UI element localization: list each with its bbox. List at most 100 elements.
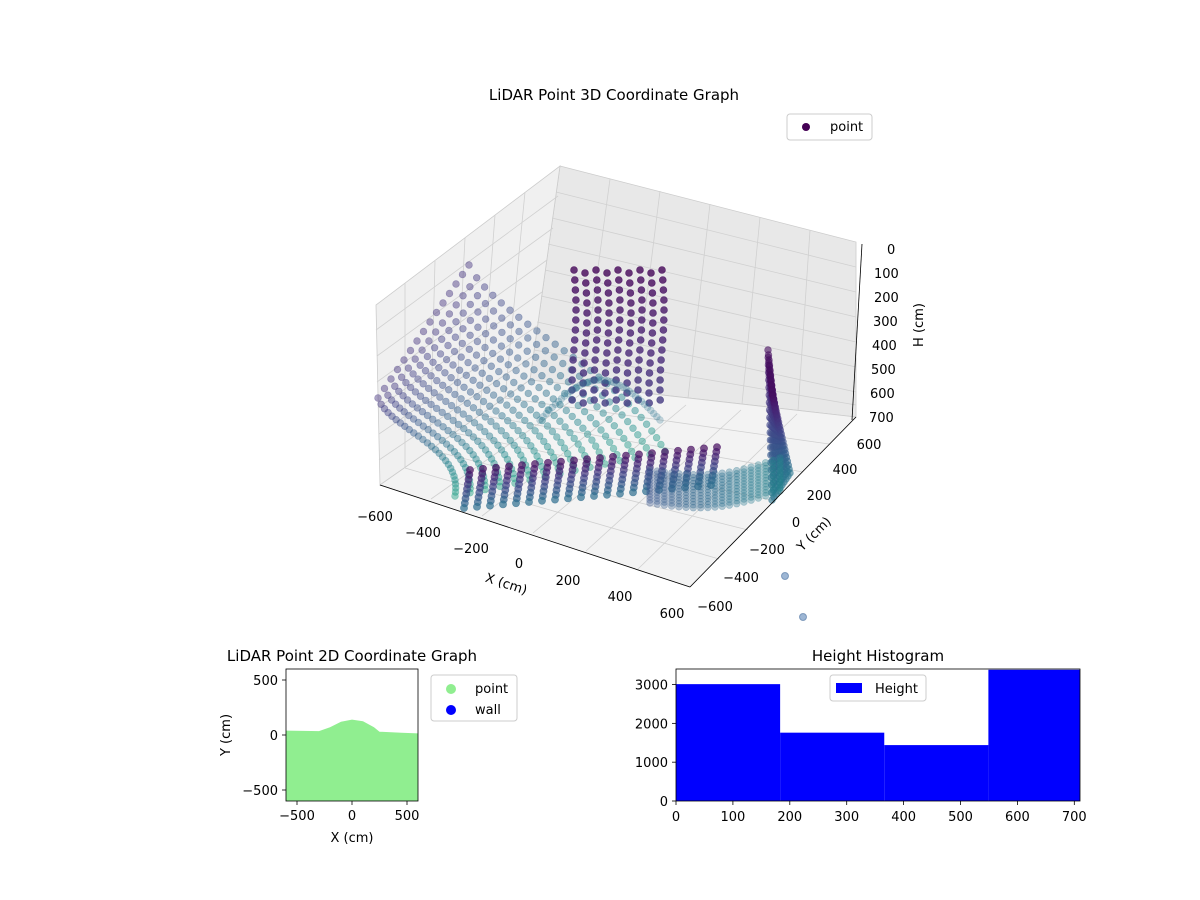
cloud-point: [380, 384, 389, 393]
cloud-point: [740, 465, 748, 473]
cloud-point: [474, 437, 482, 445]
cloud-point: [504, 361, 512, 369]
cloud-point: [401, 422, 409, 430]
cloud-point: [740, 477, 748, 485]
cloud-point: [614, 346, 622, 354]
cloud-point: [459, 292, 467, 300]
cloud-point: [469, 433, 478, 441]
cloud-point: [675, 470, 683, 478]
cloud-point: [754, 467, 762, 475]
legend-marker: [446, 684, 456, 694]
chart-2d: LiDAR Point 2D Coordinate Graph −500−500…: [219, 647, 518, 846]
cloud-point: [638, 437, 646, 445]
cloud-point: [384, 408, 392, 417]
cloud-point: [581, 339, 590, 347]
cloud-point: [776, 454, 784, 462]
cloud-point: [592, 336, 601, 344]
cloud-point: [582, 319, 591, 327]
x-tick-label: 300: [834, 810, 859, 825]
cloud-point: [495, 367, 503, 376]
cloud-point: [410, 429, 418, 437]
cloud-point: [675, 485, 683, 493]
cloud-point: [597, 376, 606, 384]
cloud-point: [524, 320, 532, 328]
cloud-point: [523, 347, 531, 355]
cloud-point: [689, 474, 697, 482]
cloud-point: [489, 291, 497, 299]
cloud-point: [642, 420, 651, 428]
y-tick-label: 1000: [635, 756, 668, 771]
cloud-point: [607, 377, 615, 386]
cloud-point: [591, 356, 599, 364]
cloud-point: [449, 361, 457, 369]
cloud-point: [696, 489, 705, 497]
cloud-point: [660, 501, 669, 509]
cloud-point: [531, 427, 539, 435]
cloud-point: [761, 492, 770, 500]
cloud-point: [583, 430, 592, 438]
cloud-point: [605, 438, 614, 446]
cloud-point: [438, 436, 446, 445]
cloud-point: [592, 420, 600, 428]
cloud-point: [571, 316, 580, 324]
cloud-point: [645, 369, 654, 377]
cloud-point: [646, 466, 654, 474]
cloud-point: [653, 467, 661, 475]
cloud-point: [452, 484, 460, 492]
cloud-point: [594, 306, 602, 314]
cloud-point: [459, 460, 468, 468]
cloud-point: [718, 472, 726, 480]
cloud-point: [658, 336, 667, 344]
cloud-point: [776, 481, 784, 489]
cloud-point: [718, 493, 726, 501]
cloud-point: [653, 491, 661, 499]
cloud-point: [754, 464, 762, 472]
cloud-point: [610, 378, 618, 387]
cloud-point: [754, 476, 762, 484]
cloud-point: [505, 348, 514, 356]
cloud-point: [634, 396, 643, 404]
cloud-point: [404, 364, 413, 372]
cloud-point: [619, 383, 627, 391]
cloud-point: [442, 440, 451, 448]
cloud-point: [626, 289, 635, 297]
cloud-point: [431, 446, 440, 454]
cloud-point: [458, 438, 466, 447]
cloud-point: [540, 359, 548, 368]
cloud-point: [506, 321, 515, 329]
cloud-point: [605, 415, 613, 424]
cloud-point: [649, 309, 657, 317]
cloud-point: [448, 468, 457, 476]
cloud-point: [557, 394, 566, 403]
chart-2d-title: LiDAR Point 2D Coordinate Graph: [227, 647, 477, 665]
cloud-point: [556, 401, 564, 409]
chart-3d-legend: point: [786, 113, 873, 141]
cloud-point: [718, 490, 726, 498]
cloud-point: [569, 356, 577, 364]
z-axis-ticks: 0 100 200 300 400 500 600 700: [869, 243, 899, 426]
cloud-point: [469, 376, 477, 384]
cloud-point: [490, 322, 498, 330]
y-tick-label: −200: [749, 543, 785, 558]
cloud-point: [421, 367, 430, 375]
cloud-point: [776, 460, 784, 468]
cloud-point: [747, 469, 755, 477]
cloud-point: [618, 411, 626, 419]
cloud-point: [449, 430, 457, 439]
cloud-point: [660, 492, 669, 500]
cloud-point: [620, 434, 628, 443]
cloud-point: [487, 455, 496, 463]
cloud-point: [489, 307, 498, 315]
cloud-point: [786, 469, 794, 477]
cloud-point: [769, 486, 777, 495]
cloud-point: [636, 276, 645, 284]
cloud-point: [447, 401, 456, 410]
cloud-point: [460, 504, 468, 512]
cloud-point: [512, 499, 520, 508]
cloud-point: [636, 346, 644, 354]
cloud-point: [614, 276, 623, 284]
cloud-point: [509, 421, 517, 430]
cloud-point: [725, 468, 734, 476]
cloud-point: [761, 483, 770, 491]
cloud-point: [573, 383, 581, 391]
